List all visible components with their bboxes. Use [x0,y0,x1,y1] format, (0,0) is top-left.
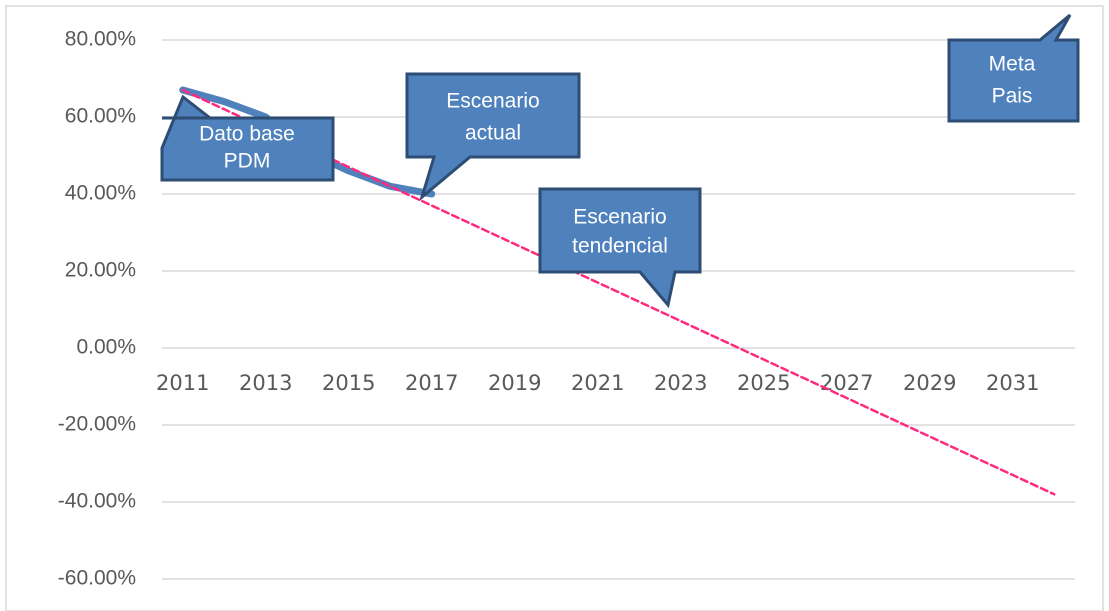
x-tick-label: 2015 [322,371,375,395]
callout-text: PDM [224,150,271,173]
callout [538,187,702,309]
annotations: Dato base PDM Escenario actual Escenario… [160,13,1080,309]
x-tick-label: 2021 [571,371,624,395]
callout-text: actual [465,122,521,145]
callout [947,13,1080,123]
x-tick-label: 2027 [820,371,873,395]
plot-area: -60.00% -40.00% -20.00% 0.00% 20.00% 40.00% 60… [58,28,1075,590]
x-tick-label: 2023 [654,371,707,395]
y-tick-label: -20.00% [58,413,136,436]
x-tick-label: 2019 [488,371,541,395]
y-tick-label: 40.00% [65,182,136,205]
callout-text: Pais [992,85,1033,108]
x-tick-label: 2017 [405,371,458,395]
callout [160,94,335,182]
callout-text: Dato base [199,123,295,146]
y-tick-label: -60.00% [58,567,136,590]
callout-text: Meta [989,53,1036,76]
callout-text: Escenario [573,206,666,229]
callout-text: tendencial [572,235,668,258]
y-tick-label: 80.00% [65,28,136,51]
x-tick-label: 2013 [239,371,292,395]
x-tick-label: 2029 [903,371,956,395]
y-tick-label: -40.00% [58,490,136,513]
callout [405,72,581,202]
y-tick-label: 0.00% [76,336,136,359]
callout-text: Escenario [446,90,539,113]
y-tick-label: 20.00% [65,259,136,282]
y-tick-label: 60.00% [65,105,136,128]
x-tick-label: 2031 [986,371,1039,395]
x-tick-label: 2025 [737,371,790,395]
x-tick-label: 2011 [156,371,209,395]
